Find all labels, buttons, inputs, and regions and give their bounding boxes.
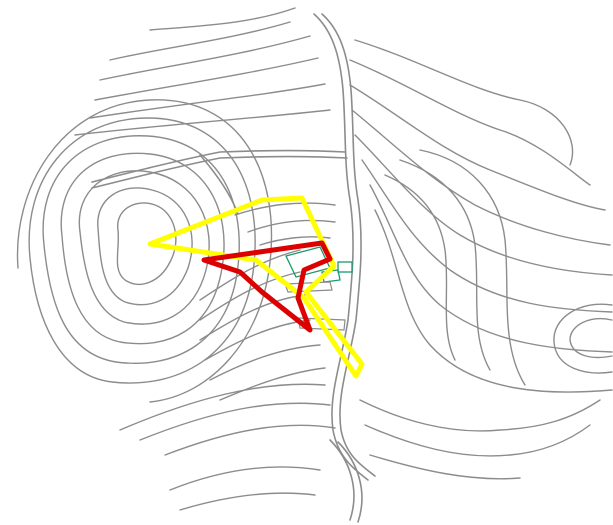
contour-line (359, 399, 601, 432)
contour-line (569, 318, 613, 359)
contour-line (74, 109, 331, 136)
south-road (329, 439, 355, 521)
contour-line (199, 294, 306, 341)
contour-line (94, 57, 319, 101)
contour-line (99, 35, 311, 81)
branch-road (91, 155, 348, 189)
contour-line (234, 202, 336, 216)
contour-line (89, 83, 326, 119)
contour-line (354, 134, 613, 276)
contour-line (78, 170, 210, 325)
south-road (337, 441, 363, 523)
main-road (321, 13, 376, 477)
roads (91, 13, 376, 523)
contour-line (116, 202, 177, 285)
contour-line (364, 424, 591, 457)
contour-line (349, 59, 591, 186)
main-road (313, 13, 369, 481)
contour-line (179, 492, 316, 511)
contour-line (553, 303, 613, 374)
contour-line (109, 21, 291, 61)
contour-line (169, 466, 321, 491)
contour-line (374, 209, 613, 393)
contour-line (419, 149, 526, 386)
branch-road (91, 149, 346, 183)
contour-line (369, 184, 613, 353)
contour-line (199, 271, 301, 321)
contour-line (16, 99, 273, 403)
contour-line (199, 249, 301, 301)
contour-line (361, 159, 613, 313)
contour-line (259, 236, 331, 246)
inner-boundary[interactable] (201, 240, 333, 333)
contour-line (28, 117, 256, 384)
outer-boundary[interactable] (147, 195, 365, 379)
contour-line (369, 454, 521, 480)
contour-line (351, 109, 611, 246)
contour-line (139, 402, 331, 441)
contour-line (399, 159, 491, 371)
contour-line (149, 7, 296, 31)
building-outline (337, 261, 353, 273)
contour-line (247, 219, 336, 233)
contour-line (119, 383, 326, 431)
contour-line (42, 135, 240, 364)
contour-line (97, 187, 193, 306)
contour-line (209, 344, 321, 381)
contour-line (384, 174, 456, 361)
contour-line (354, 39, 574, 166)
contour-line (219, 367, 326, 401)
contour-line (164, 424, 336, 456)
contour-line (349, 84, 606, 211)
